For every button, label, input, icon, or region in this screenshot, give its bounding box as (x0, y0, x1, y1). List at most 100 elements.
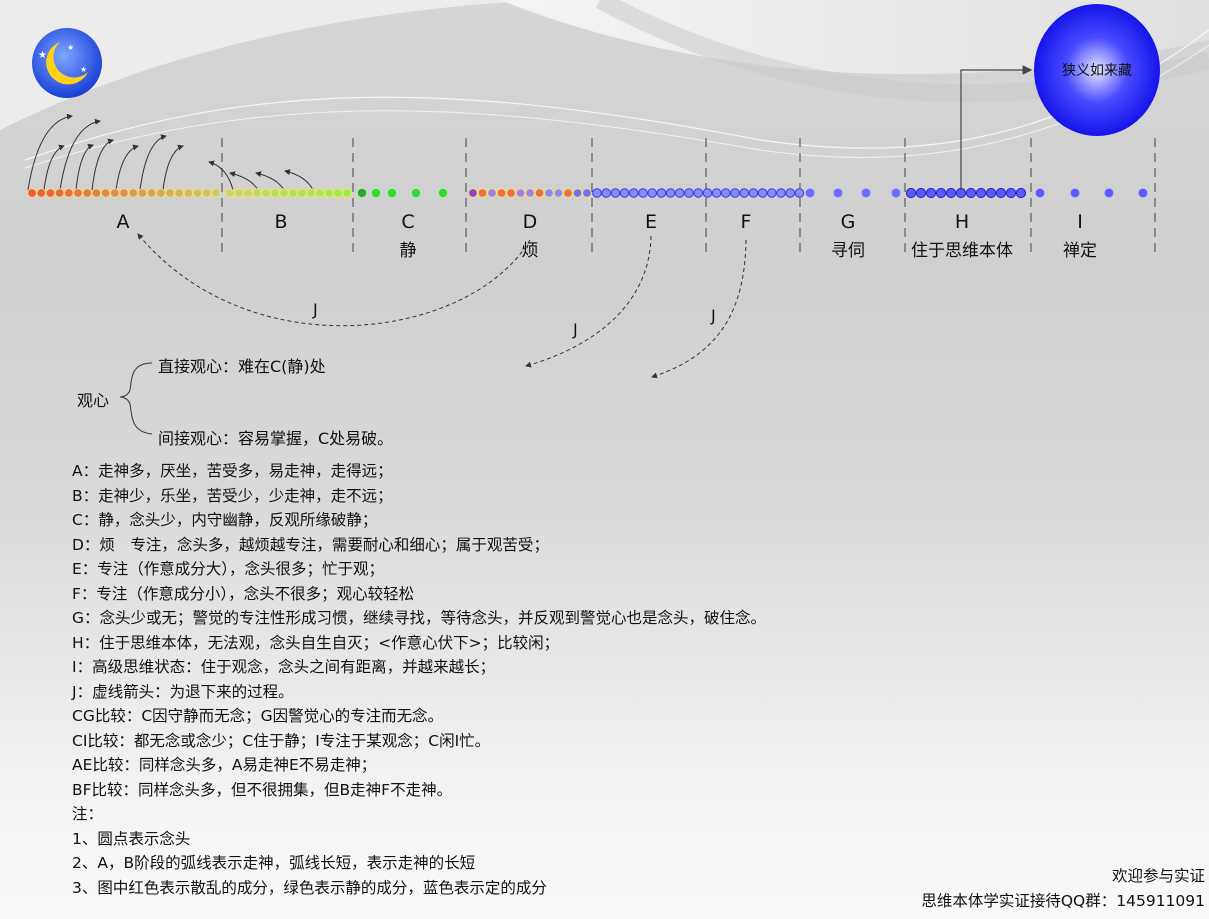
thought-dot (202, 188, 212, 198)
wandering-arc (75, 144, 94, 191)
note-line: J：虚线箭头：为退下来的过程。 (72, 682, 294, 701)
thought-dot (572, 188, 583, 198)
thought-dot (357, 188, 367, 198)
thought-dot (315, 188, 325, 198)
stage-label-g: G (840, 211, 856, 233)
thought-dot (261, 188, 271, 198)
thought-dot (534, 188, 545, 198)
note-line: B：走神少，乐坐，苦受少，少走神，走不远； (72, 486, 393, 505)
thought-dot (544, 188, 554, 198)
thought-dot (506, 188, 516, 198)
note-line: 3、图中红色表示散乱的成分，绿色表示静的成分，蓝色表示定的成分 (72, 878, 547, 897)
note-line: 注： (72, 805, 104, 823)
thought-dot (619, 188, 630, 198)
note-line: CG比较：C因守静而无念；G因警觉心的专注而无念。 (72, 707, 444, 725)
thought-dot (324, 188, 334, 198)
thought-dot (110, 188, 120, 198)
thought-dot (1035, 188, 1045, 198)
thought-dot (730, 188, 740, 198)
thought-dot (891, 188, 901, 198)
note-line: CI比较：都无念或念少；C住于静；I专注于某观念；C闲I忙。 (72, 731, 491, 750)
thought-dot (794, 188, 805, 198)
stage-label-i: I (1077, 211, 1083, 233)
thought-dot (371, 188, 381, 198)
thought-dot (925, 187, 937, 199)
wandering-arc (91, 138, 114, 191)
h-to-ball-arrow (960, 65, 1033, 190)
thought-dot (563, 188, 573, 198)
stage-label-f: F (740, 211, 752, 233)
thought-dot (243, 188, 253, 198)
thought-dot (776, 188, 786, 198)
note-line: BF比较：同样念头多，但不很拥集，但B走神F不走神。 (72, 780, 453, 799)
note-line: F：专注（作意成分小），念头不很多；观心较轻松 (72, 584, 415, 603)
thought-dot (1138, 188, 1148, 198)
wandering-arc (284, 169, 314, 191)
thought-dot (785, 188, 796, 198)
thought-dot (945, 187, 957, 199)
bracket-root: 观心 (77, 391, 110, 410)
thought-dot (833, 188, 843, 198)
thought-dot (525, 188, 535, 198)
thought-dot (601, 188, 612, 198)
thought-dot (805, 188, 815, 198)
stage-label-e: E (644, 211, 658, 233)
svg-text:★: ★ (38, 50, 47, 61)
stage-label-d: D (522, 211, 538, 233)
thought-dot (64, 188, 74, 198)
thought-dot (45, 188, 56, 198)
thought-dot (211, 188, 221, 198)
note-line: A：走神多，厌坐，苦受多，易走神，走得远； (72, 462, 393, 480)
thought-dot (496, 188, 507, 198)
thought-dot (252, 188, 262, 198)
j-label: J (313, 300, 318, 319)
thought-dot (342, 188, 352, 198)
thought-dot (592, 188, 602, 198)
thought-dot (702, 188, 713, 198)
stage-label-a: A (116, 211, 130, 233)
thought-dot (638, 188, 648, 198)
wandering-arc (255, 171, 285, 191)
footer-welcome: 欢迎参与实证 (1111, 867, 1205, 885)
thought-dot (156, 188, 166, 198)
thought-dot (553, 188, 564, 198)
stage-sublabel: 禅定 (1063, 241, 1097, 261)
wandering-arc (43, 144, 65, 191)
wandering-arc (115, 144, 139, 191)
wandering-arc (59, 118, 101, 191)
thought-dot (985, 187, 997, 199)
thought-dot (279, 188, 289, 198)
note-line: C：静，念头少，内守幽静，反观所缘破静； (72, 511, 378, 529)
thought-dot (192, 188, 203, 198)
thought-dot (675, 188, 685, 198)
note-line: I：高级思维状态：住于观念，念头之间有距离，并越来越长； (72, 658, 496, 676)
thought-dot (297, 188, 307, 198)
thought-dot (721, 188, 731, 198)
bracket-direct: 直接观心：难在C(静)处 (158, 357, 326, 376)
thought-dot (54, 188, 65, 198)
stage-sublabel: 烦 (521, 241, 539, 261)
thought-dot (647, 188, 658, 198)
thought-dot (748, 188, 759, 198)
thought-dot (82, 188, 92, 198)
thought-dot (128, 188, 138, 198)
wandering-arc (208, 160, 234, 191)
thought-dot (905, 187, 917, 199)
j-arrow-e (525, 235, 652, 368)
thought-dot (665, 188, 676, 198)
thought-dot (234, 188, 244, 198)
stage-label-c: C (401, 211, 415, 233)
thought-dot (225, 188, 235, 198)
thought-dot (1104, 188, 1114, 198)
thought-dot (270, 188, 280, 198)
bracket-indirect: 间接观心：容易掌握，C处易破。 (158, 429, 394, 448)
thought-dot (684, 188, 694, 198)
note-line: AE比较：同样念头多，A易走神E不易走神； (72, 756, 377, 774)
thought-dot (438, 188, 448, 198)
thought-dot (1005, 187, 1017, 199)
thought-dot (333, 188, 343, 198)
thought-dot (137, 188, 148, 198)
thought-dot (693, 188, 704, 198)
thought-dot (739, 188, 750, 198)
